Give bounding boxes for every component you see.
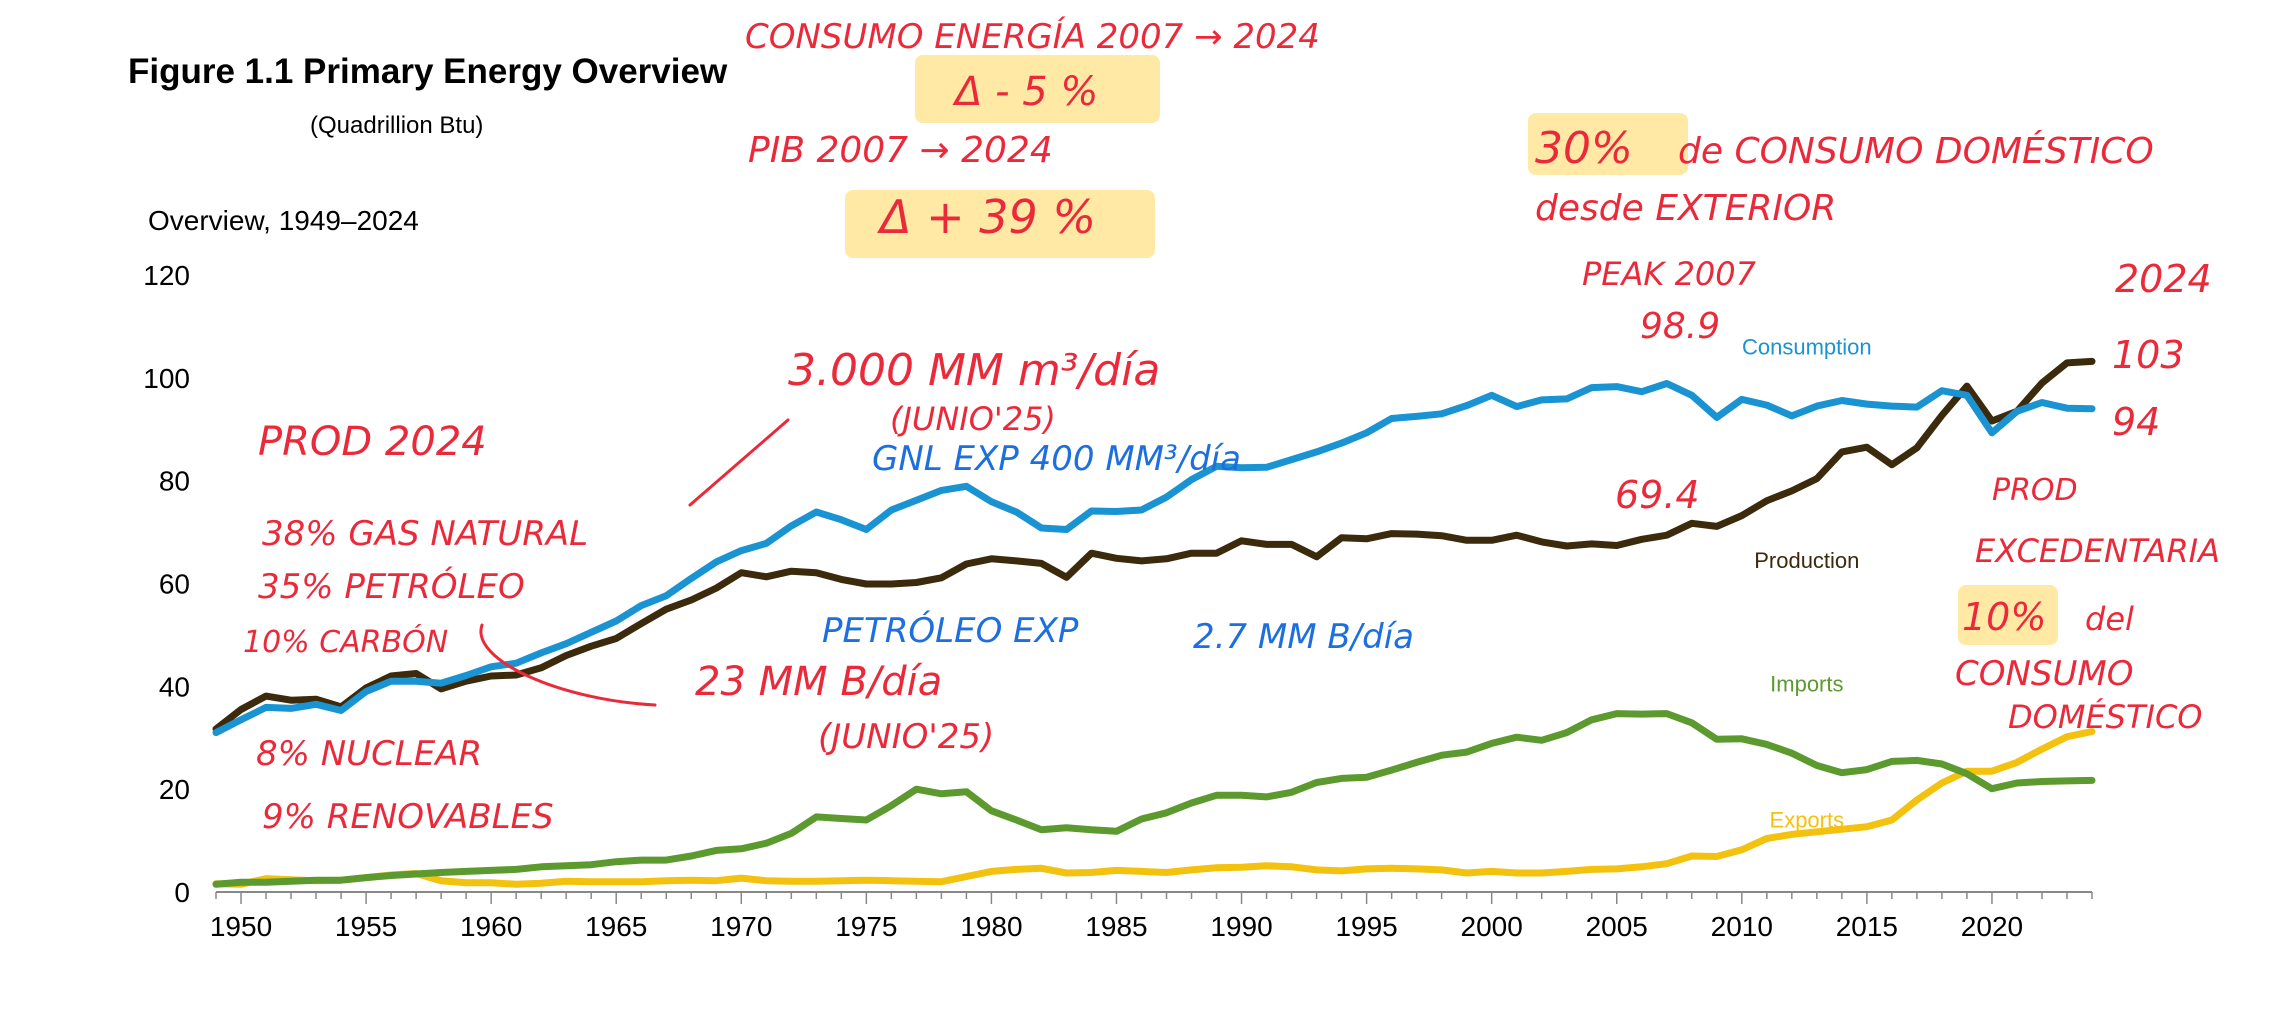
y-tick-label: 80 <box>159 466 190 497</box>
handwritten-note: PROD 2024 <box>258 419 487 465</box>
x-tick-label: 1965 <box>585 911 647 942</box>
handwritten-note: Δ - 5 % <box>952 69 1098 115</box>
y-tick-label: 40 <box>159 671 190 702</box>
x-tick-label: 2015 <box>1836 911 1898 942</box>
x-tick-label: 1955 <box>335 911 397 942</box>
handwritten-note: PIB 2007 → 2024 <box>748 130 1053 171</box>
series-label-exports: Exports <box>1770 808 1845 833</box>
x-tick-label: 1950 <box>210 911 272 942</box>
handwritten-note: (JUNIO'25) <box>890 400 1056 438</box>
y-tick-label: 20 <box>159 774 190 805</box>
handwritten-pointer-line <box>688 418 790 507</box>
series-label-production: Production <box>1754 548 1859 573</box>
handwritten-note: CONSUMO ENERGÍA 2007 → 2024 <box>745 16 1320 57</box>
handwritten-note: PEAK 2007 <box>1582 255 1757 293</box>
series-label-layer: Consumption Production Imports Exports <box>1742 335 1872 833</box>
handwritten-note: (JUNIO'25) <box>818 717 994 757</box>
x-tick-label: 1990 <box>1210 911 1272 942</box>
handwritten-note: EXCEDENTARIA <box>1975 532 2220 570</box>
handwritten-note: 103 <box>2112 333 2185 377</box>
axis-layer: 1950 1955 1960 1965 1970 1975 1980 1985 1990 1995… <box>143 260 2093 942</box>
x-tick-label: 1980 <box>960 911 1022 942</box>
handwritten-note: 10% <box>1962 595 2046 639</box>
figure-subtitle: (Quadrillion Btu) <box>310 112 484 139</box>
x-tick-label: 2005 <box>1586 911 1648 942</box>
x-tick-label: 2010 <box>1711 911 1773 942</box>
handwritten-pointer-line <box>479 623 657 707</box>
handwritten-note: 23 MM B/día <box>695 659 942 705</box>
x-tick-label: 1985 <box>1085 911 1147 942</box>
handwritten-note: 30% <box>1535 123 1633 174</box>
y-tick-label: 100 <box>143 363 190 394</box>
handwritten-note: 9% RENOVABLES <box>262 797 554 837</box>
handwritten-note: 2024 <box>2115 257 2212 301</box>
y-tick-label: 120 <box>143 260 190 291</box>
x-tick-label: 2020 <box>1961 911 2023 942</box>
handwritten-note: 2.7 MM B/día <box>1193 617 1414 657</box>
x-tick-label: 2000 <box>1461 911 1523 942</box>
handwritten-note: desde EXTERIOR <box>1535 188 1836 229</box>
highlight-mark <box>1958 585 2058 645</box>
handwritten-annotations: CONSUMO ENERGÍA 2007 → 2024 Δ - 5 % PIB 20… <box>243 16 2220 837</box>
handwritten-note: del <box>2085 600 2134 638</box>
highlight-mark <box>845 190 1155 258</box>
handwritten-note: de CONSUMO DOMÉSTICO <box>1678 130 2154 172</box>
x-tick-label: 1975 <box>835 911 897 942</box>
x-tick-label: 1995 <box>1335 911 1397 942</box>
handwritten-note: PROD <box>1992 473 2078 508</box>
series-label-imports: Imports <box>1770 671 1843 696</box>
highlight-mark <box>1528 113 1688 175</box>
series-line-exports <box>212 728 2096 888</box>
series-line-production <box>212 357 2096 733</box>
handwritten-note: 35% PETRÓLEO <box>258 566 525 607</box>
handwritten-note: 10% CARBÓN <box>243 623 448 660</box>
highlight-mark <box>915 55 1160 123</box>
handwritten-note: 94 <box>2112 400 2160 444</box>
handwritten-note: DOMÉSTICO <box>2008 698 2202 736</box>
handwritten-note: GNL EXP 400 MM³/día <box>872 439 1241 479</box>
series-label-consumption: Consumption <box>1742 335 1872 360</box>
x-tick-label: 1960 <box>460 911 522 942</box>
handwritten-note: 69.4 <box>1615 473 1700 517</box>
chart-title: Overview, 1949–2024 <box>148 205 419 236</box>
y-tick-label: 0 <box>174 877 190 908</box>
handwritten-note: 3.000 MM m³/día <box>788 345 1160 396</box>
handwritten-note: 98.9 <box>1640 306 1720 347</box>
handwritten-note: 8% NUCLEAR <box>256 734 482 774</box>
series-line-consumption <box>212 380 2096 737</box>
handwritten-note: PETRÓLEO EXP <box>822 610 1079 651</box>
series-line-imports <box>212 710 2096 888</box>
figure-title: Figure 1.1 Primary Energy Overview <box>128 52 728 91</box>
handwritten-note: 38% GAS NATURAL <box>262 514 588 554</box>
x-tick-label: 1970 <box>710 911 772 942</box>
handwritten-note: Δ + 39 % <box>877 190 1096 244</box>
handwritten-note: CONSUMO <box>1955 654 2134 694</box>
y-tick-label: 60 <box>159 569 190 600</box>
series-layer <box>212 357 2096 888</box>
